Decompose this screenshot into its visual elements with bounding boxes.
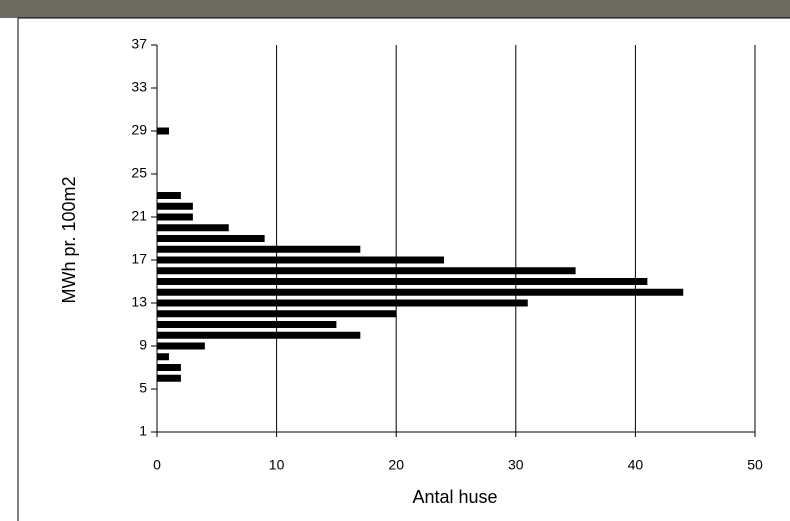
bar bbox=[157, 299, 528, 307]
bar bbox=[157, 353, 169, 361]
bar bbox=[157, 278, 648, 285]
y-tick-label: 33 bbox=[131, 79, 147, 95]
bar bbox=[157, 331, 361, 339]
bar bbox=[157, 364, 181, 371]
x-tick-label: 10 bbox=[269, 457, 285, 473]
photo-strip bbox=[0, 0, 790, 18]
y-tick-label: 1 bbox=[139, 423, 147, 439]
bar bbox=[157, 342, 205, 350]
bar bbox=[157, 235, 265, 242]
y-tick-label: 21 bbox=[131, 208, 147, 224]
y-tick-label: 9 bbox=[139, 337, 147, 353]
bar bbox=[157, 192, 181, 199]
x-axis-title: Antal huse bbox=[412, 487, 497, 507]
y-axis-title: MWh pr. 100m2 bbox=[59, 176, 79, 303]
bar bbox=[157, 267, 576, 275]
bar bbox=[157, 127, 169, 135]
x-tick-label: 0 bbox=[153, 457, 161, 473]
bar bbox=[157, 224, 229, 232]
bar bbox=[157, 288, 684, 296]
x-tick-label: 30 bbox=[508, 457, 524, 473]
bar bbox=[157, 321, 337, 328]
bar bbox=[157, 245, 361, 253]
y-tick-label: 29 bbox=[131, 122, 147, 138]
y-tick-label: 13 bbox=[131, 294, 147, 310]
bar bbox=[157, 310, 397, 318]
bar bbox=[157, 213, 193, 221]
y-tick-label: 25 bbox=[131, 165, 147, 181]
y-tick-label: 17 bbox=[131, 251, 147, 267]
x-tick-label: 40 bbox=[628, 457, 644, 473]
y-tick-label: 5 bbox=[139, 380, 147, 396]
y-tick-label: 37 bbox=[131, 36, 147, 52]
x-tick-label: 20 bbox=[388, 457, 404, 473]
bar bbox=[157, 374, 181, 382]
bar bbox=[157, 202, 193, 210]
x-tick-label: 50 bbox=[747, 457, 763, 473]
bar bbox=[157, 256, 445, 264]
